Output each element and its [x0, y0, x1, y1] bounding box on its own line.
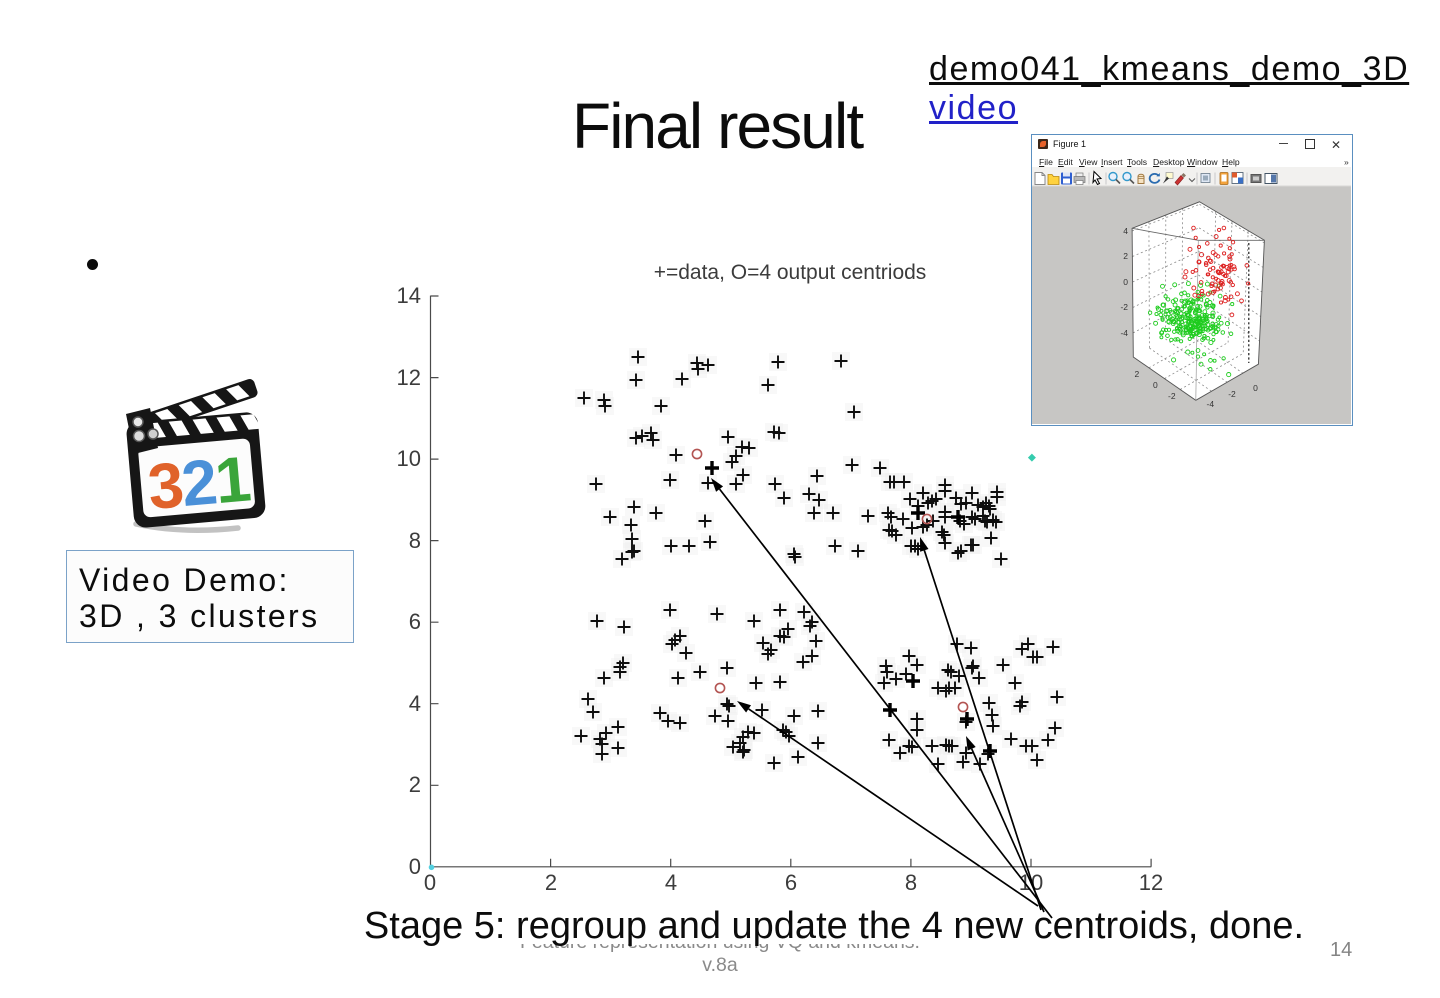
svg-text:10: 10	[1019, 870, 1043, 895]
svg-text:2: 2	[545, 870, 557, 895]
svg-text:8: 8	[905, 870, 917, 895]
svg-text:321: 321	[145, 442, 252, 523]
svg-text:4: 4	[665, 870, 677, 895]
svg-text:0: 0	[424, 870, 436, 895]
svg-text:4: 4	[409, 691, 421, 716]
svg-text:14: 14	[397, 283, 421, 308]
svg-text:10: 10	[397, 446, 421, 471]
svg-text:12: 12	[397, 365, 421, 390]
svg-text:6: 6	[785, 870, 797, 895]
svg-text:0: 0	[409, 854, 421, 879]
svg-text:8: 8	[409, 528, 421, 553]
svg-text:+=data, O=4 output centriods: +=data, O=4 output centriods	[654, 261, 927, 284]
svg-text:12: 12	[1139, 870, 1163, 895]
svg-text:6: 6	[409, 609, 421, 634]
svg-text:2: 2	[409, 772, 421, 797]
